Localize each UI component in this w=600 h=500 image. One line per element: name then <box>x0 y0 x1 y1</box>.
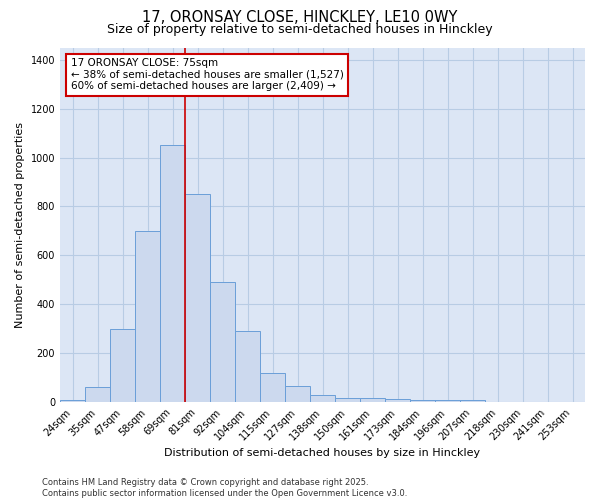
Bar <box>285 386 310 402</box>
Bar <box>310 395 335 402</box>
Bar <box>435 400 460 402</box>
Bar <box>160 146 185 402</box>
Bar <box>335 398 360 402</box>
Bar <box>410 400 435 402</box>
Y-axis label: Number of semi-detached properties: Number of semi-detached properties <box>15 122 25 328</box>
Text: 17, ORONSAY CLOSE, HINCKLEY, LE10 0WY: 17, ORONSAY CLOSE, HINCKLEY, LE10 0WY <box>142 10 458 25</box>
Bar <box>235 331 260 402</box>
Bar <box>135 231 160 402</box>
Text: Size of property relative to semi-detached houses in Hinckley: Size of property relative to semi-detach… <box>107 22 493 36</box>
Bar <box>110 329 135 402</box>
Bar <box>185 194 210 402</box>
X-axis label: Distribution of semi-detached houses by size in Hinckley: Distribution of semi-detached houses by … <box>164 448 481 458</box>
Bar <box>210 282 235 402</box>
Bar <box>385 399 410 402</box>
Text: Contains HM Land Registry data © Crown copyright and database right 2025.
Contai: Contains HM Land Registry data © Crown c… <box>42 478 407 498</box>
Bar <box>85 388 110 402</box>
Text: 17 ORONSAY CLOSE: 75sqm
← 38% of semi-detached houses are smaller (1,527)
60% of: 17 ORONSAY CLOSE: 75sqm ← 38% of semi-de… <box>71 58 343 92</box>
Bar <box>460 400 485 402</box>
Bar <box>260 373 285 402</box>
Bar <box>360 398 385 402</box>
Bar <box>60 400 85 402</box>
